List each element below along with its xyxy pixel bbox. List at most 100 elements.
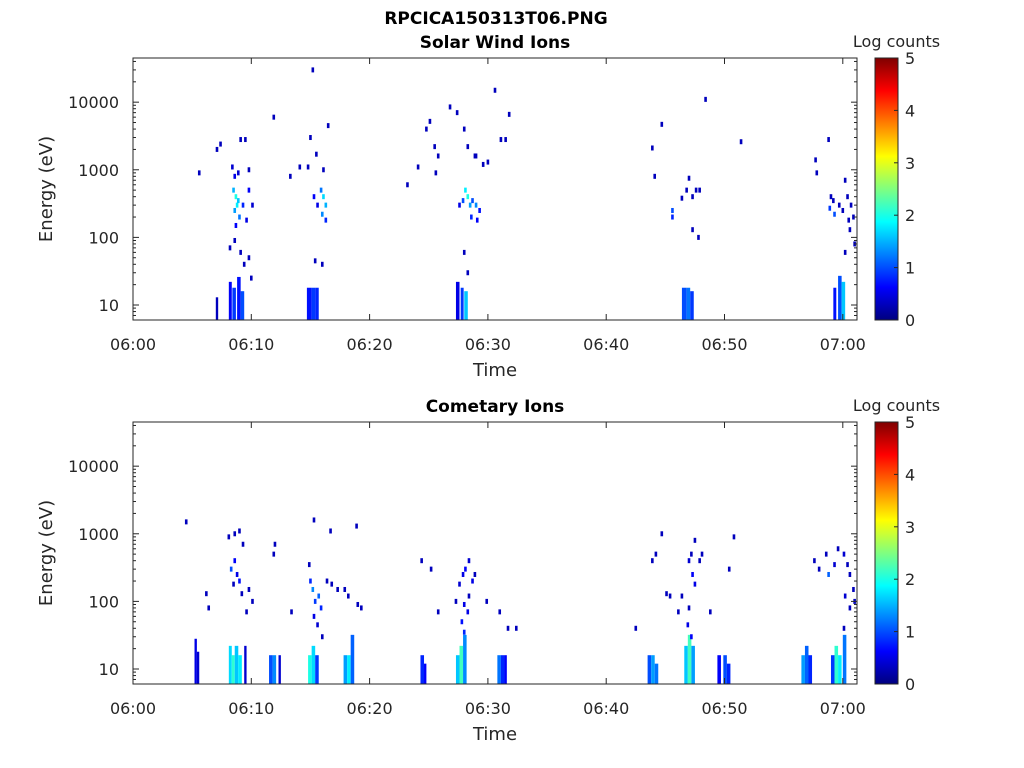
count-cell (461, 198, 465, 204)
x-tick-label: 06:50 (701, 335, 747, 354)
x-tick-label: 06:10 (228, 335, 274, 354)
count-cell (319, 187, 323, 193)
count-cell (245, 609, 248, 615)
count-bin (726, 663, 731, 684)
x-tick-label: 06:00 (110, 335, 156, 354)
count-cell (320, 634, 324, 640)
panel-title: Solar Wind Ions (420, 33, 571, 53)
count-cell (685, 187, 688, 193)
count-cell (233, 173, 237, 179)
count-cell (691, 571, 694, 577)
x-tick-label: 07:00 (820, 335, 866, 354)
count-cell (466, 144, 470, 150)
colorbar-tick-label: 2 (905, 570, 915, 589)
count-cell (499, 137, 503, 143)
count-bin (196, 651, 200, 684)
count-bin (838, 655, 842, 684)
count-bin (504, 655, 507, 684)
count-cell (298, 164, 302, 170)
count-cell (506, 625, 510, 631)
colorbar-tick-label: 5 (905, 49, 915, 68)
count-cell (234, 222, 238, 228)
count-cell (329, 528, 332, 534)
count-cell (235, 202, 239, 208)
count-cell (241, 202, 245, 208)
count-cell (651, 145, 654, 151)
count-bin (215, 297, 219, 320)
x-axis-label: Time (472, 724, 517, 745)
count-cell (239, 249, 242, 255)
count-cell (466, 270, 470, 276)
count-cell (654, 551, 658, 557)
count-cell (207, 605, 211, 611)
count-cell (215, 146, 219, 152)
count-cell (817, 566, 821, 572)
count-bin (269, 655, 273, 684)
x-tick-label: 06:20 (347, 699, 393, 718)
count-cell (739, 139, 743, 145)
count-cell (671, 214, 674, 220)
count-cell (843, 177, 847, 183)
colorbar-tick-label: 1 (905, 259, 915, 278)
count-cell (247, 586, 251, 592)
count-cell (233, 207, 237, 213)
count-cell (651, 558, 654, 564)
count-cell (235, 571, 239, 577)
count-cell (846, 562, 849, 568)
count-cell (273, 541, 277, 547)
count-cell (467, 593, 471, 599)
colorbar-title: Log counts (853, 32, 940, 51)
count-cell (325, 578, 329, 584)
count-cell (436, 153, 440, 159)
count-cell (219, 141, 222, 147)
count-cell (428, 118, 432, 124)
count-bin (311, 645, 316, 684)
colorbar-tick-label: 4 (905, 465, 915, 484)
x-tick-label: 06:00 (110, 699, 156, 718)
y-tick-label: 10 (99, 660, 119, 679)
count-bin (842, 634, 847, 684)
count-cell (238, 214, 241, 220)
count-cell (330, 581, 334, 587)
count-cell (691, 194, 694, 200)
count-bin (278, 655, 281, 684)
count-cell (813, 558, 816, 564)
count-cell (486, 159, 490, 165)
count-cell (448, 104, 452, 110)
count-bin (691, 645, 695, 684)
count-cell (433, 144, 436, 150)
count-bin (830, 655, 835, 684)
count-cell (474, 153, 478, 159)
x-tick-label: 06:40 (583, 699, 629, 718)
count-cell (461, 571, 465, 577)
colorbar (874, 421, 899, 685)
count-bin (306, 287, 312, 320)
count-cell (653, 173, 657, 179)
count-bin (647, 655, 652, 684)
count-cell (466, 194, 470, 200)
count-cell (660, 121, 664, 127)
figure-title: RPCICA150313T06.PNG (384, 9, 607, 29)
count-cell (466, 609, 470, 615)
count-cell (289, 173, 292, 179)
count-bin (717, 655, 721, 684)
count-cell (227, 534, 231, 540)
count-cell (233, 558, 237, 564)
count-cell (697, 234, 700, 240)
colorbar-tick-label: 0 (905, 311, 915, 330)
count-cell (312, 194, 316, 200)
count-bin (311, 287, 316, 320)
count-cell (238, 578, 241, 584)
y-tick-label: 100 (88, 592, 119, 611)
count-cell (205, 591, 208, 597)
x-tick-label: 06:30 (465, 699, 511, 718)
count-bin (240, 291, 245, 320)
count-cell (815, 170, 819, 176)
y-axis-label: Energy (eV) (36, 500, 57, 606)
count-cell (242, 261, 246, 267)
colorbar-tick-label: 0 (905, 675, 915, 694)
count-bin (455, 655, 460, 684)
count-bin (343, 655, 348, 684)
count-cell (244, 137, 247, 143)
count-cell (320, 211, 324, 217)
